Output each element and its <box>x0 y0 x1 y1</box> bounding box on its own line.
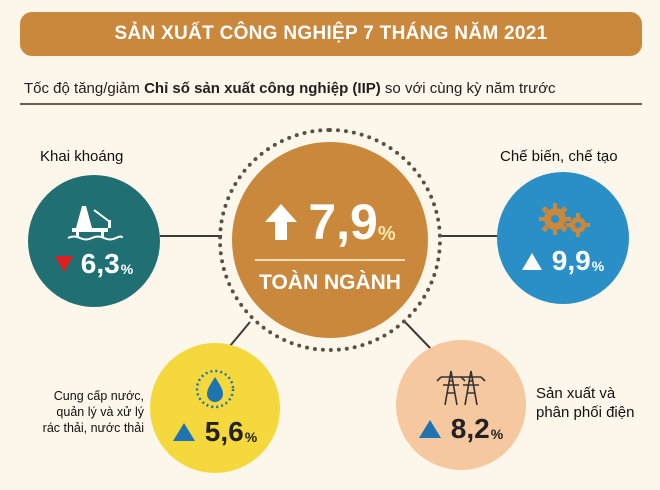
mining-unit: % <box>120 261 134 277</box>
electricity-label: Sản xuất và phân phối điện <box>536 384 634 422</box>
gears-icon <box>539 203 590 237</box>
increase-arrow-icon <box>418 420 441 438</box>
mining-label: Khai khoáng <box>40 148 124 165</box>
increase-arrow-icon <box>521 252 542 270</box>
subtitle: Tốc độ tăng/giảm Chỉ số sản xuất công ng… <box>24 80 556 97</box>
total-label: TOÀN NGÀNH <box>259 271 401 294</box>
up-arrow-icon <box>265 204 298 240</box>
total-industry-circle: 7,9% TOÀN NGÀNH <box>232 142 428 338</box>
electricity-stat: 8,2% <box>418 413 504 445</box>
water-value: 5,6 <box>204 416 244 447</box>
manufacturing-unit: % <box>591 258 605 274</box>
manufacturing-label: Chế biến, chế tạo <box>500 148 618 165</box>
total-value-unit: % <box>377 222 396 245</box>
water-label-line: rác thải, nước thải <box>42 421 144 435</box>
total-value: 7,9% <box>264 193 396 251</box>
center-divider <box>255 259 405 261</box>
electricity-label-line: phân phối điện <box>536 404 635 421</box>
mining-value: 6,3 <box>80 248 120 279</box>
increase-arrow-icon <box>172 423 195 441</box>
subtitle-prefix: Tốc độ tăng/giảm <box>24 80 145 97</box>
water-drop-icon <box>195 369 235 409</box>
subtitle-divider <box>20 103 642 105</box>
connector-electricity <box>404 321 433 351</box>
electricity-value: 8,2 <box>450 413 490 444</box>
manufacturing-value: 9,9 <box>551 245 591 276</box>
water-label-line: quản lý và xử lý <box>56 405 144 419</box>
water-unit: % <box>244 429 258 445</box>
electricity-circle: 8,2% <box>396 340 526 470</box>
subtitle-suffix: so với cùng kỳ năm trước <box>380 80 556 97</box>
subtitle-bold: Chỉ số sản xuất công nghiệp (IIP) <box>144 80 381 97</box>
manufacturing-stat: 9,9% <box>521 245 605 277</box>
oil-rig-icon <box>67 206 123 241</box>
mining-circle: 6,3% <box>28 175 160 307</box>
water-label-line: Cung cấp nước, <box>53 389 144 403</box>
manufacturing-circle: 9,9% <box>497 172 629 304</box>
decrease-arrow-icon <box>54 256 73 272</box>
power-tower-icon <box>436 370 486 406</box>
title-banner: SẢN XUẤT CÔNG NGHIỆP 7 THÁNG NĂM 2021 <box>20 12 642 56</box>
electricity-label-line: Sản xuất và <box>536 385 616 402</box>
electricity-unit: % <box>490 426 504 442</box>
total-value-number: 7,9 <box>308 194 378 250</box>
center-dotted-ring <box>218 128 442 352</box>
water-circle: 5,6% <box>150 343 280 473</box>
water-label: Cung cấp nước, quản lý và xử lý rác thải… <box>10 388 144 436</box>
mining-stat: 6,3% <box>54 248 134 280</box>
water-stat: 5,6% <box>172 416 258 448</box>
page-title: SẢN XUẤT CÔNG NGHIỆP 7 THÁNG NĂM 2021 <box>114 23 548 44</box>
